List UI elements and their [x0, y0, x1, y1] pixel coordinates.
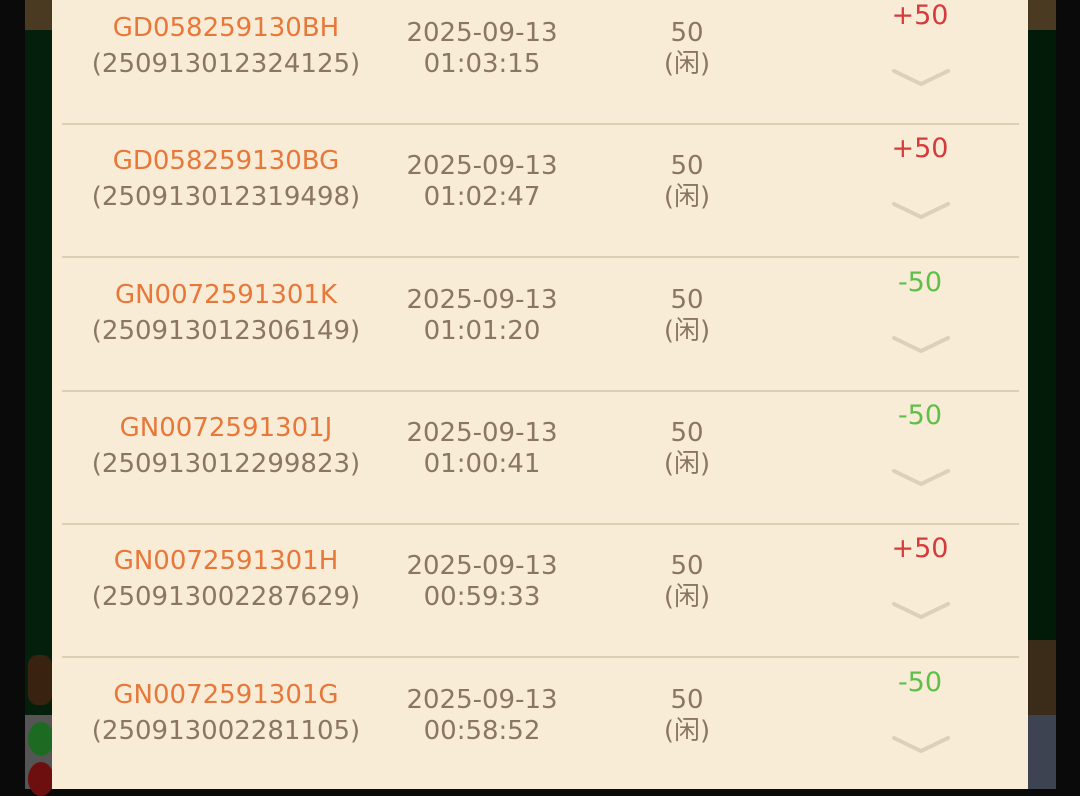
bet-time: 00:58:52 — [423, 715, 541, 746]
chevron-down-icon[interactable] — [892, 601, 950, 621]
bet-side: (闲) — [663, 315, 711, 346]
result-cell: -50 — [842, 398, 998, 434]
result-cell: +50 — [842, 131, 998, 167]
round-id: (250913012306149) — [91, 315, 361, 346]
time-cell: 2025-09-13 00:58:52 — [352, 685, 612, 747]
round-id: (250913002281105) — [91, 715, 361, 746]
result-cell: -50 — [842, 665, 998, 701]
order-cell: GN0072591301J (250913012299823) — [62, 410, 390, 482]
win-loss: +50 — [891, 0, 949, 31]
order-id: GN0072591301G — [113, 679, 339, 710]
chevron-down-icon[interactable] — [892, 468, 950, 488]
win-loss: -50 — [897, 666, 943, 698]
bet-time: 01:00:41 — [423, 448, 541, 479]
order-id: GD058259130BH — [112, 13, 340, 43]
bet-date: 2025-09-13 — [406, 284, 558, 315]
background-road — [1028, 715, 1056, 789]
bet-record-row[interactable]: GN0072591301H (250913002287629) 2025-09-… — [62, 523, 1019, 659]
time-cell: 2025-09-13 01:02:47 — [352, 151, 612, 213]
bet-date: 2025-09-13 — [406, 684, 558, 715]
bet-amount: 50 — [670, 551, 704, 582]
order-cell: GN0072591301K (250913012306149) — [62, 277, 390, 349]
chevron-down-icon[interactable] — [892, 735, 950, 755]
round-id: (250913012319498) — [91, 182, 361, 213]
bet-record-row[interactable]: GN0072591301G (250913002281105) 2025-09-… — [62, 657, 1019, 790]
round-id: (250913012324125) — [91, 49, 361, 79]
round-id: (250913012299823) — [91, 448, 361, 479]
bet-history-panel[interactable]: GD058259130BH (250913012324125) 2025-09-… — [52, 0, 1028, 789]
time-cell: 2025-09-13 01:01:20 — [352, 285, 612, 347]
time-cell: 2025-09-13 01:03:15 — [352, 18, 612, 80]
win-loss: +50 — [891, 533, 949, 565]
bet-date: 2025-09-13 — [406, 18, 558, 48]
win-loss: -50 — [897, 399, 943, 431]
round-id: (250913002287629) — [91, 582, 361, 613]
bet-record-row[interactable]: GD058259130BG (250913012319498) 2025-09-… — [62, 123, 1019, 259]
order-cell: GD058259130BG (250913012319498) — [62, 143, 390, 215]
background-header — [25, 0, 55, 30]
background-circle-green — [28, 722, 54, 756]
background-band — [1028, 640, 1056, 715]
background-circle-red — [28, 762, 54, 796]
amount-cell: 50 (闲) — [622, 685, 752, 747]
result-cell: +50 — [842, 0, 998, 34]
background-button — [28, 655, 52, 705]
bet-side: (闲) — [663, 182, 711, 213]
time-cell: 2025-09-13 01:00:41 — [352, 418, 612, 480]
order-id: GD058259130BG — [112, 146, 340, 177]
bet-record-row[interactable]: GN0072591301J (250913012299823) 2025-09-… — [62, 390, 1019, 525]
bet-date: 2025-09-13 — [406, 151, 558, 182]
bet-date: 2025-09-13 — [406, 417, 558, 448]
bet-date: 2025-09-13 — [406, 551, 558, 582]
amount-cell: 50 (闲) — [622, 285, 752, 347]
background-header — [1028, 0, 1056, 30]
bet-amount: 50 — [670, 18, 704, 48]
amount-cell: 50 (闲) — [622, 151, 752, 213]
bet-side: (闲) — [663, 49, 711, 79]
chevron-down-icon[interactable] — [892, 201, 950, 221]
bet-amount: 50 — [670, 151, 704, 182]
order-id: GN0072591301K — [114, 279, 338, 310]
bet-amount: 50 — [670, 284, 704, 315]
amount-cell: 50 (闲) — [622, 551, 752, 613]
bet-record-row[interactable]: GD058259130BH (250913012324125) 2025-09-… — [62, 0, 1019, 125]
bet-amount: 50 — [670, 684, 704, 715]
bet-side: (闲) — [663, 715, 711, 746]
result-cell: +50 — [842, 531, 998, 567]
order-id: GN0072591301J — [119, 412, 333, 443]
chevron-down-icon[interactable] — [892, 335, 950, 355]
amount-cell: 50 (闲) — [622, 418, 752, 480]
background-game-left — [25, 0, 55, 796]
background-game-right — [1028, 0, 1056, 789]
order-cell: GD058259130BH (250913012324125) — [62, 10, 390, 82]
chevron-down-icon[interactable] — [892, 68, 950, 88]
win-loss: +50 — [891, 133, 949, 165]
win-loss: -50 — [897, 266, 943, 298]
amount-cell: 50 (闲) — [622, 18, 752, 80]
bet-record-row[interactable]: GN0072591301K (250913012306149) 2025-09-… — [62, 257, 1019, 392]
order-cell: GN0072591301H (250913002287629) — [62, 543, 390, 615]
bet-side: (闲) — [663, 582, 711, 613]
bet-amount: 50 — [670, 417, 704, 448]
bet-time: 01:01:20 — [423, 315, 541, 346]
order-id: GN0072591301H — [113, 546, 339, 577]
bet-time: 01:02:47 — [423, 182, 541, 213]
bet-side: (闲) — [663, 448, 711, 479]
result-cell: -50 — [842, 265, 998, 301]
bet-time: 01:03:15 — [423, 49, 541, 79]
bet-time: 00:59:33 — [423, 582, 541, 613]
time-cell: 2025-09-13 00:59:33 — [352, 551, 612, 613]
order-cell: GN0072591301G (250913002281105) — [62, 677, 390, 749]
